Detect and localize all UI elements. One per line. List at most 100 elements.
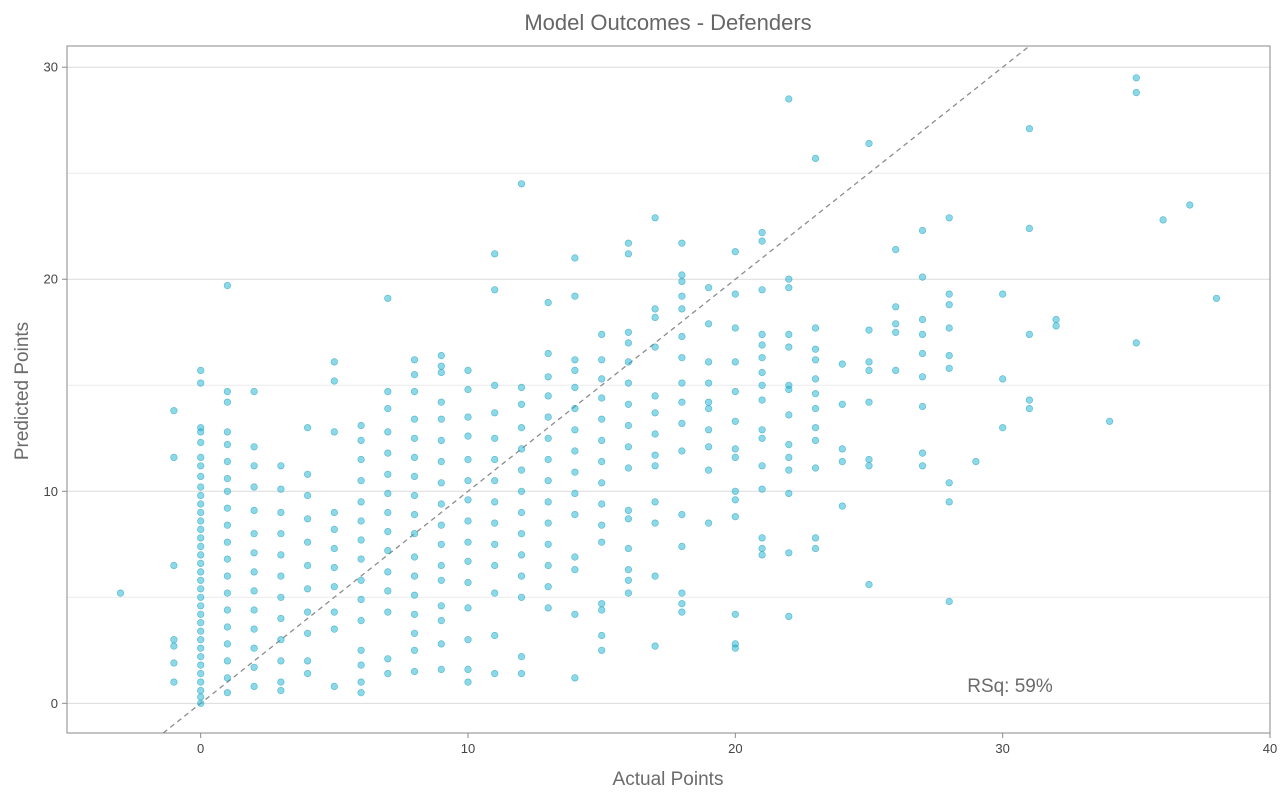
- data-point: [277, 485, 285, 493]
- data-point: [170, 407, 178, 415]
- data-point: [892, 328, 900, 336]
- data-point: [945, 597, 953, 606]
- data-point: [571, 510, 579, 519]
- data-point: [357, 421, 365, 430]
- data-point: [865, 139, 873, 148]
- data-point: [598, 538, 606, 546]
- data-point: [598, 500, 606, 508]
- data-point: [250, 388, 258, 396]
- data-point: [571, 489, 579, 498]
- data-point: [304, 629, 312, 637]
- data-point: [250, 462, 258, 470]
- data-point: [197, 428, 205, 436]
- data-point: [811, 424, 820, 432]
- data-point: [410, 646, 419, 654]
- data-point: [544, 498, 552, 506]
- data-point: [223, 606, 231, 614]
- data-point: [491, 434, 499, 442]
- data-point: [972, 458, 980, 466]
- data-point: [678, 398, 686, 406]
- data-point: [197, 627, 205, 635]
- data-point: [1186, 201, 1194, 209]
- data-point: [384, 608, 392, 616]
- data-point: [491, 631, 499, 640]
- x-tick-label: 40: [1263, 741, 1277, 756]
- y-tick-label: 10: [44, 484, 58, 499]
- data-point: [223, 657, 231, 665]
- data-point: [197, 619, 205, 627]
- data-point: [1159, 216, 1167, 224]
- data-point: [731, 417, 739, 425]
- data-point: [517, 487, 526, 495]
- data-point: [892, 246, 900, 254]
- data-point: [357, 517, 365, 525]
- data-point: [410, 610, 419, 618]
- data-point: [197, 508, 205, 517]
- data-point: [785, 330, 793, 339]
- reference-line-group: [162, 45, 1030, 734]
- data-point: [491, 540, 499, 548]
- data-point: [491, 477, 499, 485]
- data-point: [464, 636, 472, 644]
- data-point: [544, 455, 552, 464]
- data-point: [437, 398, 445, 406]
- data-point: [945, 324, 953, 332]
- data-point: [758, 544, 766, 553]
- data-point: [945, 479, 953, 487]
- data-point: [758, 485, 766, 493]
- data-point: [464, 665, 472, 674]
- data-point: [223, 572, 231, 580]
- data-point: [197, 602, 205, 610]
- data-point: [330, 563, 338, 572]
- data-point: [437, 576, 445, 584]
- data-point: [624, 358, 633, 366]
- data-point: [678, 589, 686, 597]
- data-point: [704, 320, 713, 328]
- data-point: [624, 239, 633, 247]
- data-point: [357, 477, 365, 485]
- data-point: [304, 515, 312, 523]
- data-point: [170, 453, 178, 462]
- data-point: [223, 388, 231, 396]
- data-point: [918, 330, 927, 339]
- data-point: [598, 600, 606, 608]
- data-point: [437, 665, 445, 674]
- data-point: [918, 273, 927, 281]
- data-point: [544, 392, 552, 400]
- data-point: [651, 519, 659, 527]
- data-point: [544, 583, 552, 591]
- data-point: [571, 674, 579, 682]
- data-point: [197, 568, 205, 576]
- data-point: [223, 555, 231, 563]
- data-point: [811, 390, 820, 398]
- data-point: [704, 426, 713, 434]
- data-point: [491, 455, 499, 464]
- data-point: [651, 430, 659, 438]
- data-point: [437, 521, 445, 529]
- data-point: [277, 530, 285, 538]
- data-point: [918, 349, 927, 358]
- data-point: [410, 667, 419, 676]
- data-point: [678, 447, 686, 455]
- data-point: [704, 519, 713, 527]
- data-point: [410, 371, 419, 379]
- data-point: [892, 320, 900, 328]
- data-point: [598, 375, 606, 383]
- data-point: [624, 464, 633, 472]
- data-point: [678, 332, 686, 341]
- data-point: [197, 534, 205, 542]
- data-point: [811, 345, 820, 353]
- data-point: [491, 250, 499, 258]
- data-point: [811, 544, 820, 553]
- data-point: [223, 538, 231, 546]
- data-point: [945, 352, 953, 360]
- data-point: [758, 229, 766, 237]
- data-point: [731, 388, 739, 396]
- data-point: [598, 646, 606, 654]
- axis-ticks: [62, 66, 1271, 738]
- data-point: [330, 525, 338, 534]
- data-point: [304, 424, 312, 432]
- data-point: [437, 540, 445, 548]
- data-point: [785, 441, 793, 449]
- data-points: [116, 74, 1221, 707]
